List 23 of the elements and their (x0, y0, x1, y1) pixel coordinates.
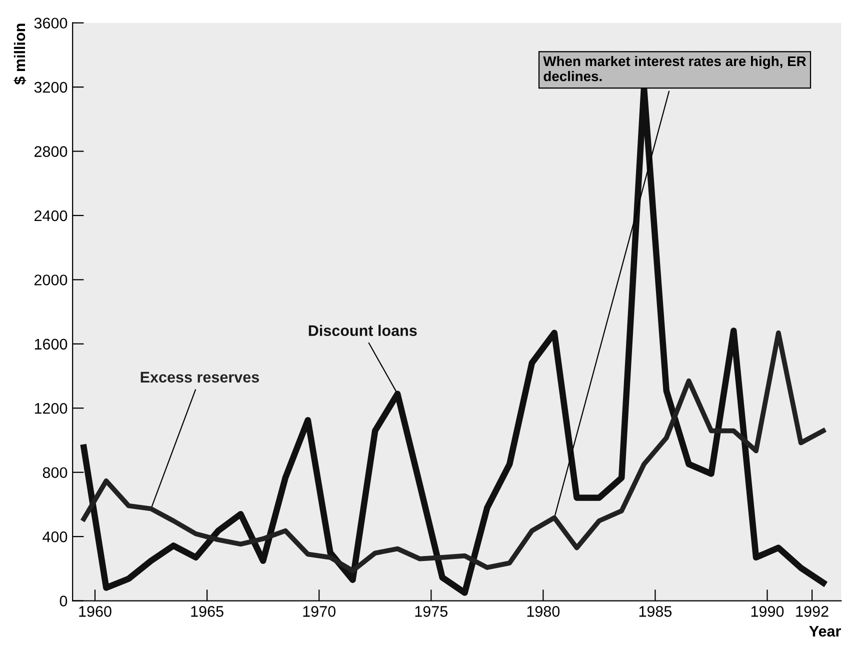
x-tick-label: 1990 (751, 606, 784, 617)
annotation: When market interest rates are high, ER declines. (543, 56, 806, 82)
x-axis-title: Year (809, 626, 841, 637)
y-tick-label: 1600 (34, 338, 68, 350)
text: Excess reserves (140, 372, 259, 383)
y-tick-label: 2800 (34, 146, 68, 157)
y-tick-label: 2400 (34, 210, 68, 222)
y-tick-label: 800 (42, 467, 68, 478)
x-tick-label: 1975 (415, 606, 448, 617)
y-tick-label: 2000 (34, 274, 68, 286)
y-tick-label: 0 (60, 596, 68, 606)
y-tick-label: 1200 (34, 402, 68, 414)
y-tick-label: 400 (42, 531, 68, 542)
x-tick-label: 1965 (191, 606, 224, 617)
x-tick-label: 1980 (527, 606, 560, 617)
x-tick-label: 1970 (303, 606, 336, 617)
x-tick-label: 1992 (796, 606, 828, 617)
y-tick-label: 3600 (34, 18, 68, 29)
x-tick-label: 1960 (79, 606, 112, 617)
text: Discount loans (308, 324, 417, 336)
y-tick-label: 3200 (34, 82, 68, 93)
x-tick-label: 1985 (639, 606, 672, 617)
y-axis-title: $ million (14, 24, 26, 85)
